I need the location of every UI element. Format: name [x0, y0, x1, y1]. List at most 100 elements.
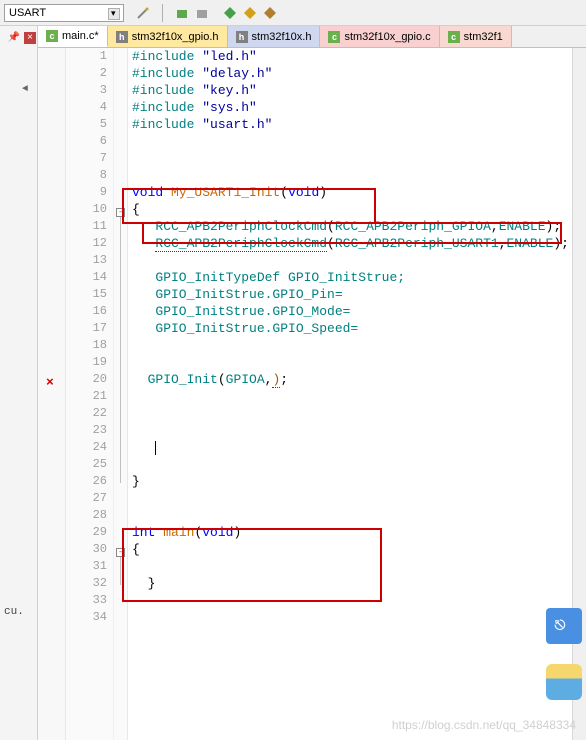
line-number: 14 [66, 269, 113, 286]
code-line[interactable] [132, 133, 586, 150]
code-line[interactable] [132, 490, 586, 507]
line-number: 33 [66, 592, 113, 609]
side-label: cu. [4, 606, 24, 618]
diamond-yellow-icon[interactable] [241, 4, 259, 22]
tab-stm32f10x-gpio-c[interactable]: c stm32f10x_gpio.c [320, 26, 439, 47]
h-file-icon: h [116, 31, 128, 43]
line-number: 26 [66, 473, 113, 490]
code-line[interactable]: GPIO_InitStrue.GPIO_Pin= [132, 286, 586, 303]
line-number: 2 [66, 65, 113, 82]
code-content[interactable]: #include "led.h"#include "delay.h"#inclu… [128, 48, 586, 740]
code-wrap: × 12345678910111213141516171819202122232… [38, 48, 586, 740]
cube-green-icon[interactable] [173, 4, 191, 22]
code-line[interactable] [132, 167, 586, 184]
line-number: 8 [66, 167, 113, 184]
code-line[interactable]: #include "led.h" [132, 48, 586, 65]
line-number: 12 [66, 235, 113, 252]
collapse-icon[interactable]: ◄ [22, 84, 28, 95]
code-line[interactable]: } [132, 473, 586, 490]
line-number: 9 [66, 184, 113, 201]
code-line[interactable]: void My_USART1_Init(void) [132, 184, 586, 201]
line-number: 19 [66, 354, 113, 371]
fold-line [120, 217, 121, 483]
usart-dropdown[interactable]: USART [4, 4, 124, 22]
tab-label: main.c* [62, 30, 99, 42]
line-number: 1 [66, 48, 113, 65]
fold-toggle-icon[interactable]: - [116, 548, 125, 557]
code-line[interactable]: RCC_APB2PeriphClockCmd(RCC_APB2Periph_GP… [132, 218, 586, 235]
code-line[interactable]: { [132, 201, 586, 218]
code-line[interactable]: GPIO_InitTypeDef GPIO_InitStrue; [132, 269, 586, 286]
code-line[interactable] [132, 422, 586, 439]
code-line[interactable] [132, 405, 586, 422]
fold-line [120, 557, 121, 585]
code-line[interactable] [132, 354, 586, 371]
line-number: 24 [66, 439, 113, 456]
editor-area: cmain.c*hstm32f10x_gpio.hhstm32f10x.hcst… [38, 26, 586, 740]
c-file-icon: c [448, 31, 460, 43]
line-number: 28 [66, 507, 113, 524]
tab-stm32f10x-gpio-h[interactable]: hstm32f10x_gpio.h [108, 26, 228, 47]
line-number: 5 [66, 116, 113, 133]
code-line[interactable]: GPIO_Init(GPIOA,); [132, 371, 586, 388]
line-number: 7 [66, 150, 113, 167]
linenum-gutter: 1234567891011121314151617181920212223242… [66, 48, 114, 740]
code-line[interactable] [132, 150, 586, 167]
code-line[interactable]: { [132, 541, 586, 558]
marker-gutter: × [38, 48, 66, 740]
dropdown-value: USART [9, 7, 46, 19]
diamond-home-icon[interactable] [261, 4, 279, 22]
code-line[interactable] [132, 609, 586, 626]
code-line[interactable] [132, 439, 586, 456]
chevron-down-icon[interactable] [108, 8, 120, 20]
line-number: 23 [66, 422, 113, 439]
share-icon[interactable] [546, 608, 582, 644]
tab-bar: cmain.c*hstm32f10x_gpio.hhstm32f10x.hcst… [38, 26, 586, 48]
error-marker-icon[interactable]: × [46, 375, 54, 390]
code-line[interactable]: RCC_APB2PeriphClockCmd(RCC_APB2Periph_US… [132, 235, 586, 252]
line-number: 27 [66, 490, 113, 507]
line-number: 6 [66, 133, 113, 150]
panel-controls: 📌 × [8, 32, 36, 44]
tab-label: stm32f1 [464, 31, 503, 43]
watermark: https://blog.csdn.net/qq_34848334 [392, 718, 576, 732]
wand-icon[interactable] [134, 4, 152, 22]
pin-icon[interactable]: 📌 [8, 32, 20, 44]
line-number: 4 [66, 99, 113, 116]
close-icon[interactable]: × [24, 32, 36, 44]
tab-label: stm32f10x_gpio.c [344, 31, 430, 43]
tab-main-c-[interactable]: cmain.c* [38, 26, 108, 47]
code-line[interactable]: GPIO_InitStrue.GPIO_Speed= [132, 320, 586, 337]
code-line[interactable] [132, 388, 586, 405]
tab-stm32f1[interactable]: c stm32f1 [440, 26, 512, 47]
tab-stm32f10x-h[interactable]: h stm32f10x.h [228, 26, 321, 47]
code-line[interactable]: #include "delay.h" [132, 65, 586, 82]
code-line[interactable]: } [132, 575, 586, 592]
fold-toggle-icon[interactable]: - [116, 208, 125, 217]
code-line[interactable] [132, 252, 586, 269]
app-icon[interactable] [546, 664, 582, 700]
line-number: 31 [66, 558, 113, 575]
line-number: 32 [66, 575, 113, 592]
line-number: 34 [66, 609, 113, 626]
code-line[interactable]: #include "sys.h" [132, 99, 586, 116]
line-number: 11 [66, 218, 113, 235]
code-line[interactable] [132, 456, 586, 473]
code-line[interactable] [132, 507, 586, 524]
code-line[interactable] [132, 592, 586, 609]
line-number: 13 [66, 252, 113, 269]
cube-gray-icon[interactable] [193, 4, 211, 22]
code-line[interactable]: #include "usart.h" [132, 116, 586, 133]
c-file-icon: c [328, 31, 340, 43]
line-number: 20 [66, 371, 113, 388]
code-line[interactable]: int main(void) [132, 524, 586, 541]
diamond-green-icon[interactable] [221, 4, 239, 22]
code-line[interactable] [132, 337, 586, 354]
tab-label: stm32f10x.h [252, 31, 312, 43]
line-number: 3 [66, 82, 113, 99]
code-line[interactable] [132, 558, 586, 575]
code-line[interactable]: #include "key.h" [132, 82, 586, 99]
line-number: 10 [66, 201, 113, 218]
code-line[interactable]: GPIO_InitStrue.GPIO_Mode= [132, 303, 586, 320]
h-file-icon: h [236, 31, 248, 43]
